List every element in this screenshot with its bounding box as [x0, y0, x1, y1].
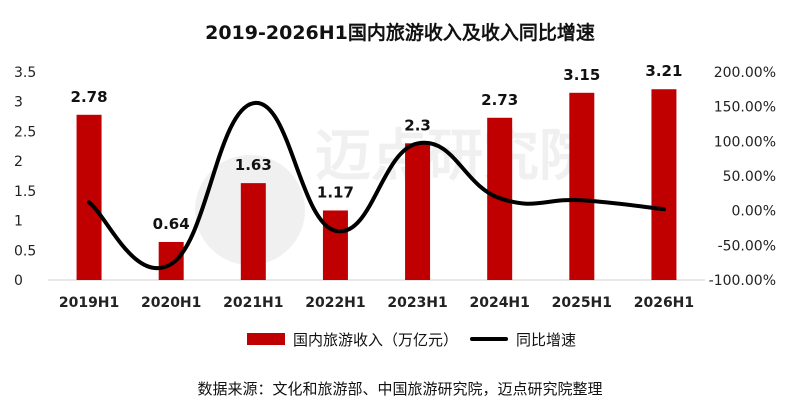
y-right-tick-label: 200.00%	[714, 65, 776, 81]
y-right-tick-label: 100.00%	[714, 134, 776, 150]
bar-value-label: 1.17	[317, 183, 354, 201]
bar-value-label: 3.15	[563, 66, 600, 84]
y-left-tick-label: 3.5	[14, 65, 36, 81]
x-tick-label: 2022H1	[305, 295, 365, 311]
bar-value-label: 2.78	[71, 88, 108, 106]
bar-value-label: 2.73	[481, 91, 518, 109]
source-note: 数据来源：文化和旅游部、中国旅游研究院，迈点研究院整理	[197, 380, 603, 398]
bar-value-label: 1.63	[235, 156, 272, 174]
growth-line	[87, 101, 666, 270]
x-tick-label: 2025H1	[552, 295, 612, 311]
y-right-tick-label: -50.00%	[718, 238, 776, 254]
x-tick-label: 2026H1	[634, 295, 694, 311]
y-left-tick-label: 0.5	[14, 243, 36, 259]
y-left-tick-label: 1	[14, 214, 23, 230]
bar	[569, 92, 595, 280]
y-right-tick-label: -100.00%	[709, 273, 776, 289]
y-right-tick-label: 50.00%	[723, 169, 776, 185]
y-right-tick-label: 150.00%	[714, 100, 776, 116]
bar	[651, 89, 677, 280]
bar	[158, 241, 184, 280]
legend-bar-swatch	[247, 333, 285, 345]
y-left-tick-label: 2	[14, 154, 23, 170]
x-tick-label: 2023H1	[387, 295, 447, 311]
x-tick-label: 2024H1	[469, 295, 529, 311]
bar-value-label: 0.64	[153, 215, 190, 233]
y-left-tick-label: 2.5	[14, 124, 36, 140]
y-right-tick-label: 0.00%	[732, 204, 776, 220]
legend-item-income: 国内旅游收入（万亿元）	[247, 327, 458, 351]
bar-value-label: 2.3	[404, 116, 431, 134]
bar-value-label: 3.21	[645, 62, 682, 80]
x-tick-label: 2020H1	[141, 295, 201, 311]
y-left-tick-label: 1.5	[14, 184, 36, 200]
x-tick-label: 2019H1	[59, 295, 119, 311]
legend-label-income: 国内旅游收入（万亿元）	[293, 330, 459, 349]
y-left-tick-label: 0	[14, 273, 23, 289]
y-left-tick-label: 3	[14, 95, 23, 111]
bar	[76, 114, 102, 280]
chart-title: 2019-2026H1国内旅游收入及收入同比增速	[205, 22, 595, 44]
bar	[322, 210, 348, 280]
bar	[405, 143, 431, 280]
legend: 国内旅游收入（万亿元） 同比增速	[0, 327, 800, 353]
legend-label-growth: 同比增速	[516, 330, 577, 349]
legend-item-growth: 同比增速	[470, 327, 576, 351]
x-tick-label: 2021H1	[223, 295, 283, 311]
legend-line-swatch	[470, 337, 508, 341]
bar	[240, 183, 266, 280]
